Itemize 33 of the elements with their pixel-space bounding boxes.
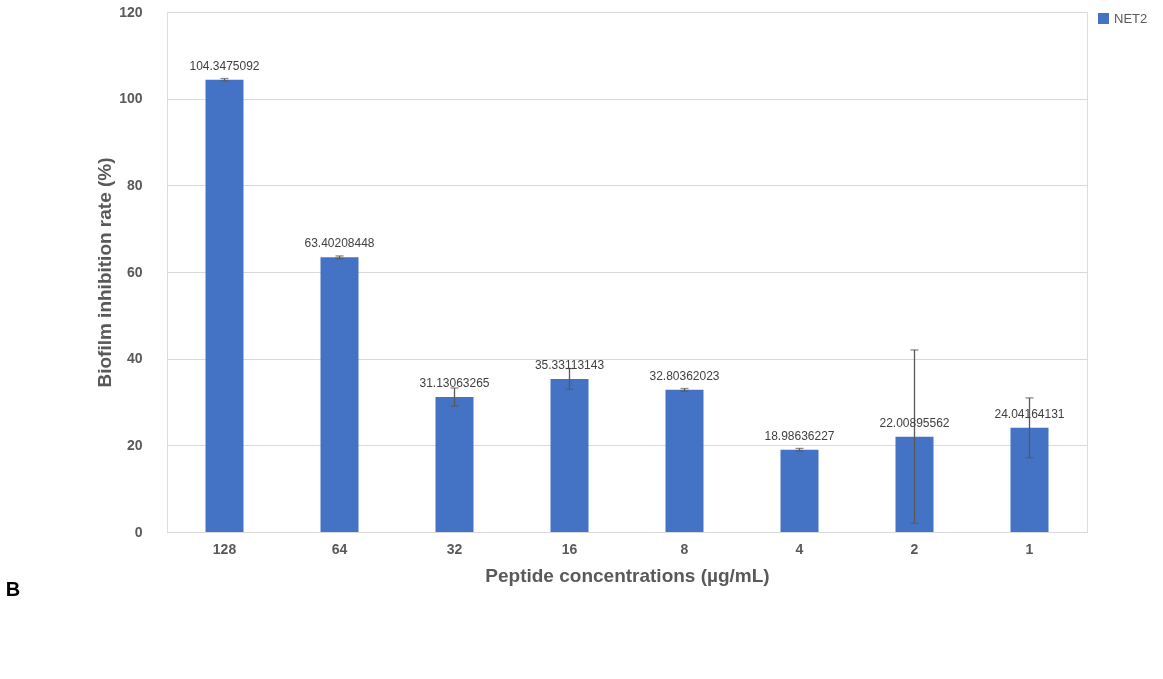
x-tick-label: 2 [910,540,919,557]
data-label: 18.98636227 [764,428,835,443]
bar [550,378,589,532]
x-tick-label: 1 [1025,540,1034,557]
y-tick-label: 60 [126,263,143,280]
data-label: 35.33113143 [534,357,605,372]
bar [1010,427,1049,532]
data-label: 104.3475092 [189,58,260,73]
x-tick-label: 8 [680,540,689,557]
bar [435,397,474,532]
x-tick-label: 128 [212,540,237,557]
y-tick-label: 80 [126,176,143,193]
data-label: 63.40208448 [304,236,375,251]
bar [320,257,359,532]
bar [205,79,244,532]
data-label: 31.13063265 [419,376,490,391]
bar [665,389,704,532]
x-tick-label: 32 [446,540,463,557]
y-tick-label: 120 [119,3,143,20]
text: B [5,578,21,600]
y-tick-label: 40 [126,350,143,367]
y-tick-label: 100 [119,90,143,107]
y-tick-label: 0 [134,523,143,540]
bar [780,449,819,532]
y-axis-title: Biofilm inhibition rate (%) [94,157,116,388]
x-tick-label: 64 [331,540,348,557]
x-tick-label: 16 [561,540,578,557]
legend-label: NET2 [1114,10,1148,26]
bar [895,436,934,532]
x-axis-title: Peptide concentrations (µg/mL) [485,564,770,586]
x-tick-label: 4 [795,540,804,557]
data-label: 32.80362023 [649,368,720,383]
y-tick-label: 20 [126,436,143,453]
